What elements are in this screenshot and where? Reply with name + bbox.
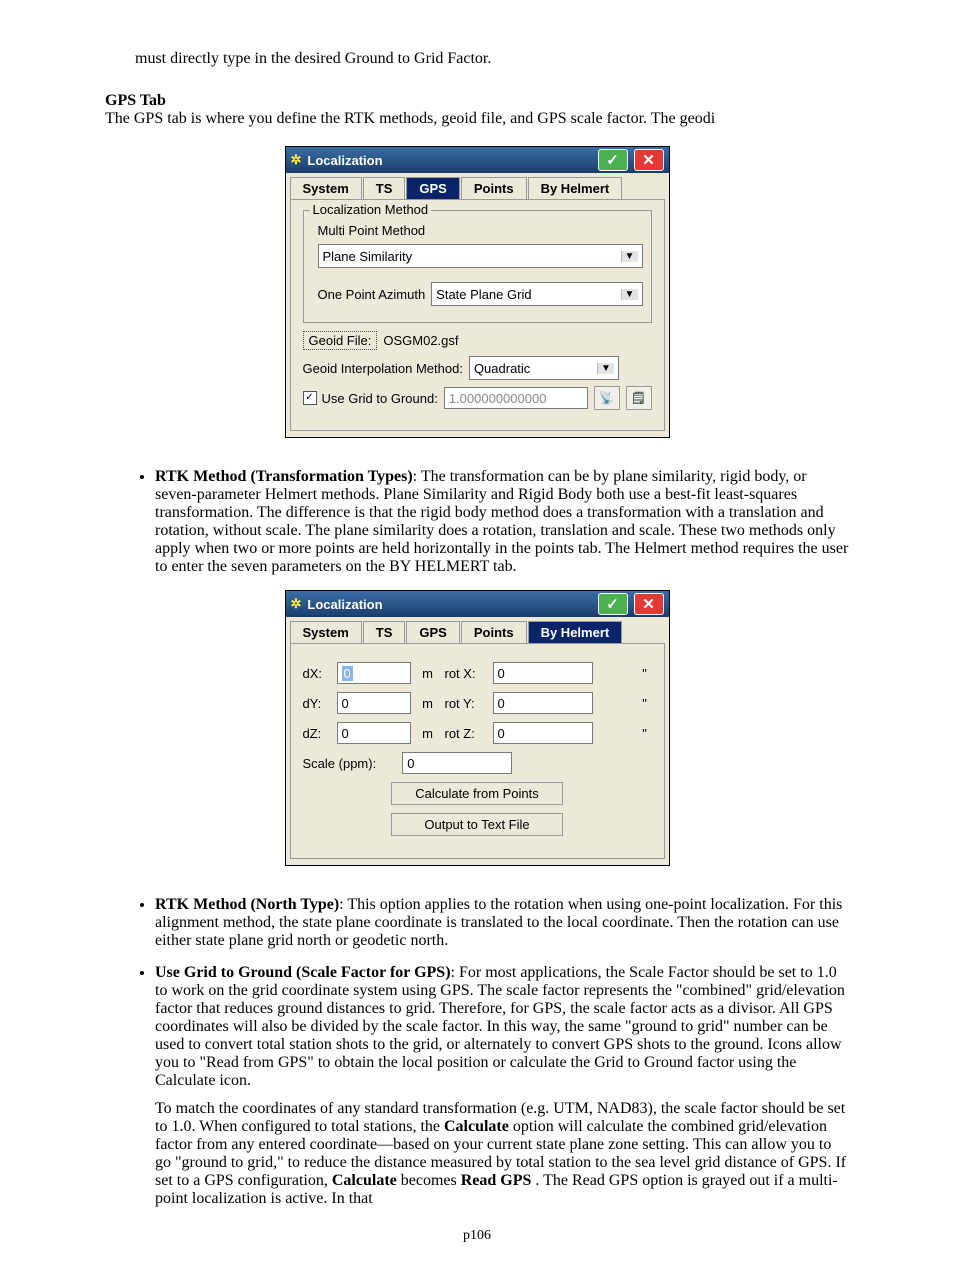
mpm-select[interactable]: Plane Similarity▼: [318, 244, 643, 268]
dropdown-icon: ▼: [621, 289, 638, 300]
close-button[interactable]: ✕: [634, 593, 664, 615]
tab-by-helmert[interactable]: By Helmert: [528, 621, 623, 643]
app-icon: ✲: [291, 596, 302, 612]
geoid-file-value: OSGM02.gsf: [383, 333, 458, 348]
d-input[interactable]: 0: [337, 662, 411, 684]
ok-button[interactable]: ✓: [598, 149, 628, 171]
gim-select[interactable]: Quadratic▼: [469, 356, 619, 380]
seconds-unit: ": [638, 696, 652, 711]
seconds-unit: ": [638, 726, 652, 741]
tab-gps[interactable]: GPS: [406, 177, 459, 199]
unit: m: [417, 666, 439, 681]
unit: m: [417, 726, 439, 741]
bullet-rtk-north: RTK Method (North Type): This option app…: [155, 896, 849, 950]
localization-dialog-gps: ✲ Localization ✓ ✕ SystemTSGPSPointsBy H…: [285, 146, 670, 438]
close-button[interactable]: ✕: [634, 149, 664, 171]
rot-input[interactable]: 0: [493, 662, 593, 684]
d-input[interactable]: 0: [337, 722, 411, 744]
gps-icon[interactable]: 📡: [594, 386, 620, 410]
gps-tab-desc: The GPS tab is where you define the RTK …: [105, 110, 849, 128]
dropdown-icon: ▼: [597, 363, 614, 374]
scale-input[interactable]: 0: [402, 752, 512, 774]
scale-label: Scale (ppm):: [303, 756, 377, 771]
grid-to-ground-value: 1.000000000000: [444, 387, 588, 409]
calc-icon[interactable]: 🗒: [626, 386, 652, 410]
d-label: dY:: [303, 696, 331, 711]
titlebar: ✲ Localization ✓ ✕: [286, 591, 669, 617]
title-text: Localization: [307, 153, 382, 168]
d-label: dX:: [303, 666, 331, 681]
dropdown-icon: ▼: [621, 251, 638, 262]
rot-input[interactable]: 0: [493, 692, 593, 714]
bullet-grid-to-ground: Use Grid to Ground (Scale Factor for GPS…: [155, 964, 849, 1208]
gim-label: Geoid Interpolation Method:: [303, 361, 463, 376]
geoid-file-button[interactable]: Geoid File:: [303, 331, 378, 350]
rot-label: rot X:: [445, 666, 487, 681]
gps-tab-heading: GPS Tab: [105, 92, 849, 110]
calc-from-points-button[interactable]: Calculate from Points: [391, 782, 563, 805]
mpm-label: Multi Point Method: [318, 223, 426, 238]
tab-gps[interactable]: GPS: [406, 621, 459, 643]
title-text: Localization: [307, 597, 382, 612]
rot-label: rot Y:: [445, 696, 487, 711]
intro-text: must directly type in the desired Ground…: [135, 50, 849, 68]
ok-button[interactable]: ✓: [598, 593, 628, 615]
opa-select[interactable]: State Plane Grid▼: [431, 282, 642, 306]
output-text-file-button[interactable]: Output to Text File: [391, 813, 563, 836]
tab-by-helmert[interactable]: By Helmert: [528, 177, 623, 199]
tab-system[interactable]: System: [290, 621, 362, 643]
seconds-unit: ": [638, 666, 652, 681]
d-label: dZ:: [303, 726, 331, 741]
grid-to-ground-check[interactable]: ✓Use Grid to Ground:: [303, 391, 438, 406]
page-number: p106: [105, 1228, 849, 1244]
opa-label: One Point Azimuth: [318, 287, 426, 302]
tab-system[interactable]: System: [290, 177, 362, 199]
app-icon: ✲: [291, 152, 302, 168]
rot-label: rot Z:: [445, 726, 487, 741]
tab-ts[interactable]: TS: [363, 621, 406, 643]
localization-dialog-helmert: ✲ Localization ✓ ✕ SystemTSGPSPointsBy H…: [285, 590, 670, 866]
group-legend: Localization Method: [310, 202, 432, 217]
rot-input[interactable]: 0: [493, 722, 593, 744]
localization-method-group: Localization Method Multi Point Method P…: [303, 210, 652, 323]
tab-ts[interactable]: TS: [363, 177, 406, 199]
tab-points[interactable]: Points: [461, 177, 527, 199]
d-input[interactable]: 0: [337, 692, 411, 714]
tab-points[interactable]: Points: [461, 621, 527, 643]
titlebar: ✲ Localization ✓ ✕: [286, 147, 669, 173]
bullet-rtk-transformation: RTK Method (Transformation Types): The t…: [155, 468, 849, 576]
unit: m: [417, 696, 439, 711]
